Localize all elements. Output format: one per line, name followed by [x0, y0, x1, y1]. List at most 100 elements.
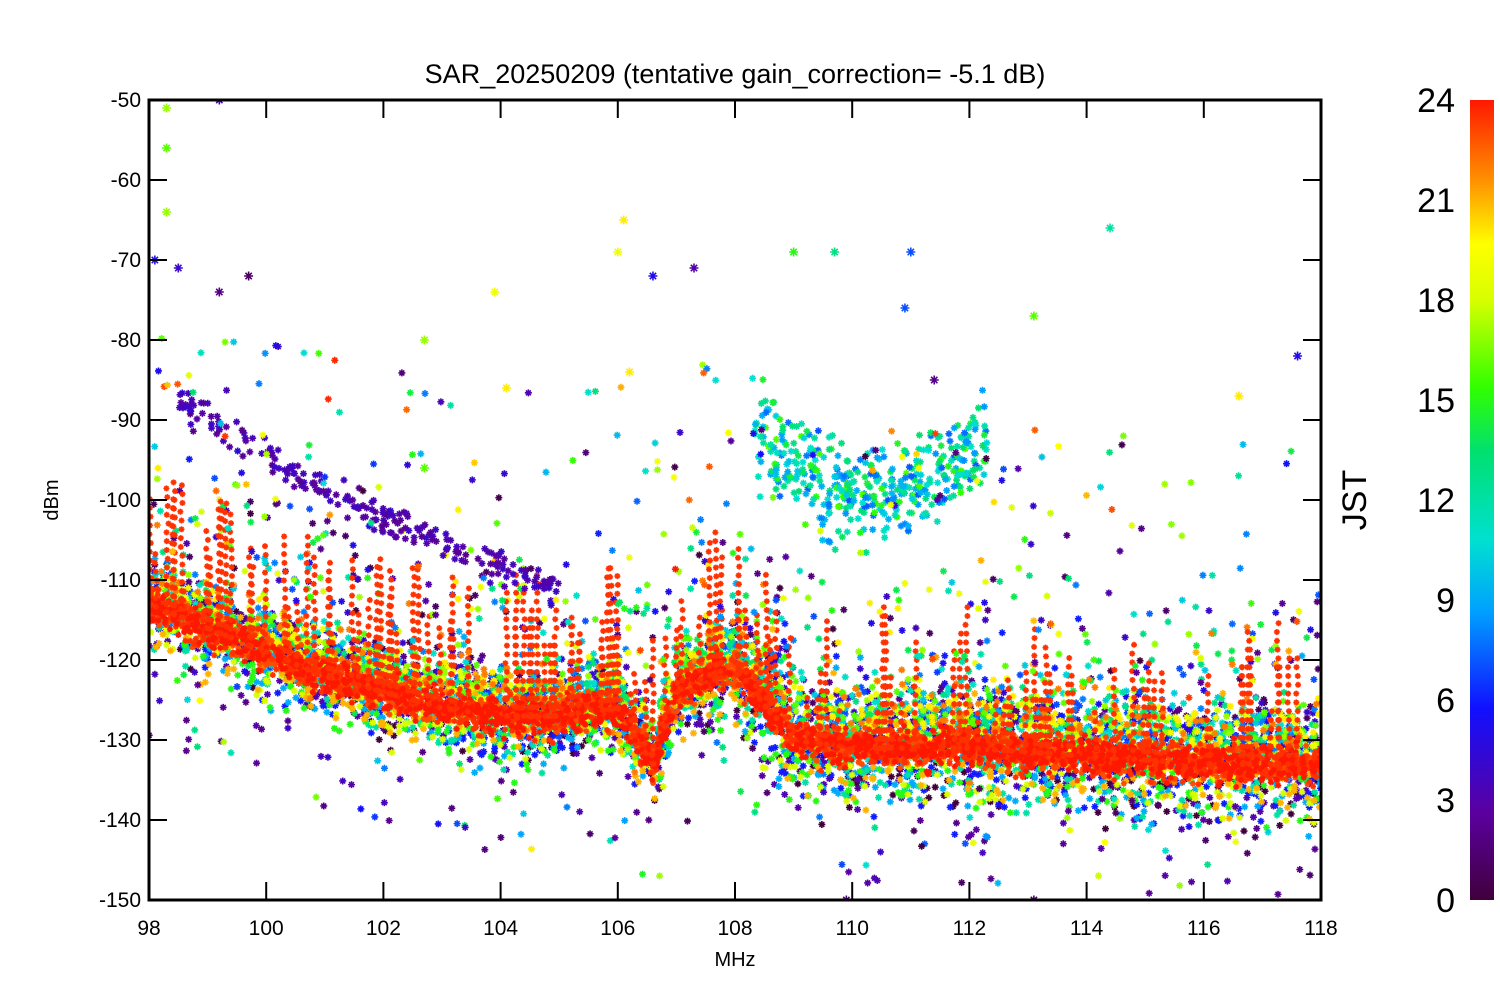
- data-point: [916, 725, 924, 733]
- data-point: [915, 795, 923, 803]
- data-point: [609, 745, 617, 753]
- data-point: [1271, 746, 1279, 754]
- data-point: [939, 659, 947, 667]
- data-point: [818, 820, 826, 828]
- data-point: [1010, 593, 1018, 601]
- data-point: [480, 748, 488, 756]
- data-point: [1160, 724, 1168, 732]
- data-point: [1180, 699, 1188, 707]
- data-point: [1295, 778, 1303, 786]
- data-point: [1106, 779, 1114, 787]
- data-point: [573, 660, 581, 668]
- data-point: [1183, 721, 1191, 729]
- data-point: [1280, 733, 1288, 741]
- data-point: [723, 632, 731, 640]
- data-point: [393, 660, 401, 668]
- data-point: [270, 612, 278, 620]
- data-point: [1051, 664, 1059, 672]
- data-point: [1218, 695, 1226, 703]
- data-point: [492, 682, 500, 690]
- data-point: [867, 704, 875, 712]
- data-point: [537, 740, 545, 748]
- data-point: [1016, 671, 1024, 679]
- data-point: [961, 779, 969, 787]
- data-point: [1266, 728, 1274, 736]
- data-point: [241, 667, 249, 675]
- data-point: [1121, 633, 1129, 641]
- data-point: [1193, 812, 1201, 820]
- data-point: [1185, 795, 1193, 803]
- data-point: [660, 693, 668, 701]
- data-point: [686, 703, 694, 711]
- data-point: [958, 757, 966, 765]
- data-point: [881, 781, 889, 789]
- data-point: [578, 679, 586, 687]
- data-point: [290, 640, 298, 648]
- data-point: [232, 607, 240, 615]
- data-point: [889, 791, 897, 799]
- data-point: [875, 765, 883, 773]
- data-point: [999, 790, 1007, 798]
- data-point: [1226, 811, 1234, 819]
- data-point: [770, 658, 778, 666]
- data-point: [1014, 701, 1022, 709]
- data-point: [827, 771, 835, 779]
- data-point: [355, 635, 363, 643]
- data-point: [150, 646, 158, 654]
- data-point: [1025, 572, 1033, 580]
- data-point: [754, 659, 762, 667]
- data-point: [1261, 723, 1269, 731]
- data-point: [1241, 803, 1249, 811]
- data-point: [1187, 662, 1195, 670]
- data-point: [203, 640, 211, 648]
- data-point: [150, 500, 158, 508]
- data-point: [989, 783, 997, 791]
- data-point: [775, 775, 783, 783]
- data-point: [959, 693, 967, 701]
- data-point: [1122, 687, 1130, 695]
- data-point: [281, 617, 289, 625]
- data-point: [500, 743, 508, 751]
- data-point: [803, 623, 811, 631]
- data-point: [1102, 696, 1110, 704]
- data-point: [820, 691, 828, 699]
- data-point: [948, 687, 956, 695]
- data-point: [1161, 729, 1169, 737]
- data-point: [1062, 791, 1070, 799]
- data-point: [585, 736, 593, 744]
- data-point: [782, 751, 790, 759]
- data-point: [611, 734, 619, 742]
- data-point: [186, 587, 194, 595]
- data-point: [191, 571, 199, 579]
- data-point: [1015, 564, 1023, 572]
- data-point: [1005, 724, 1013, 732]
- data-point: [428, 729, 436, 737]
- data-point: [710, 640, 718, 648]
- data-point: [1225, 803, 1233, 811]
- data-point: [1178, 825, 1186, 833]
- data-point: [1147, 732, 1155, 740]
- data-point: [211, 474, 219, 482]
- data-point: [225, 592, 233, 600]
- data-point: [499, 604, 507, 612]
- data-point: [457, 663, 465, 671]
- data-point: [713, 696, 721, 704]
- data-point: [1209, 801, 1217, 809]
- data-point: [599, 666, 607, 674]
- data-point: [496, 758, 504, 766]
- data-point: [268, 609, 276, 617]
- data-point: [799, 716, 807, 724]
- data-point: [808, 688, 816, 696]
- data-point: [1169, 769, 1177, 777]
- data-point: [1295, 793, 1303, 801]
- data-point: [302, 643, 310, 651]
- data-point: [982, 714, 990, 722]
- data-point: [1041, 775, 1049, 783]
- data-point: [468, 681, 476, 689]
- data-point: [766, 555, 774, 563]
- data-point: [399, 639, 407, 647]
- data-point: [845, 803, 853, 811]
- data-point: [452, 679, 460, 687]
- data-point: [261, 667, 269, 675]
- data-point: [1040, 676, 1048, 684]
